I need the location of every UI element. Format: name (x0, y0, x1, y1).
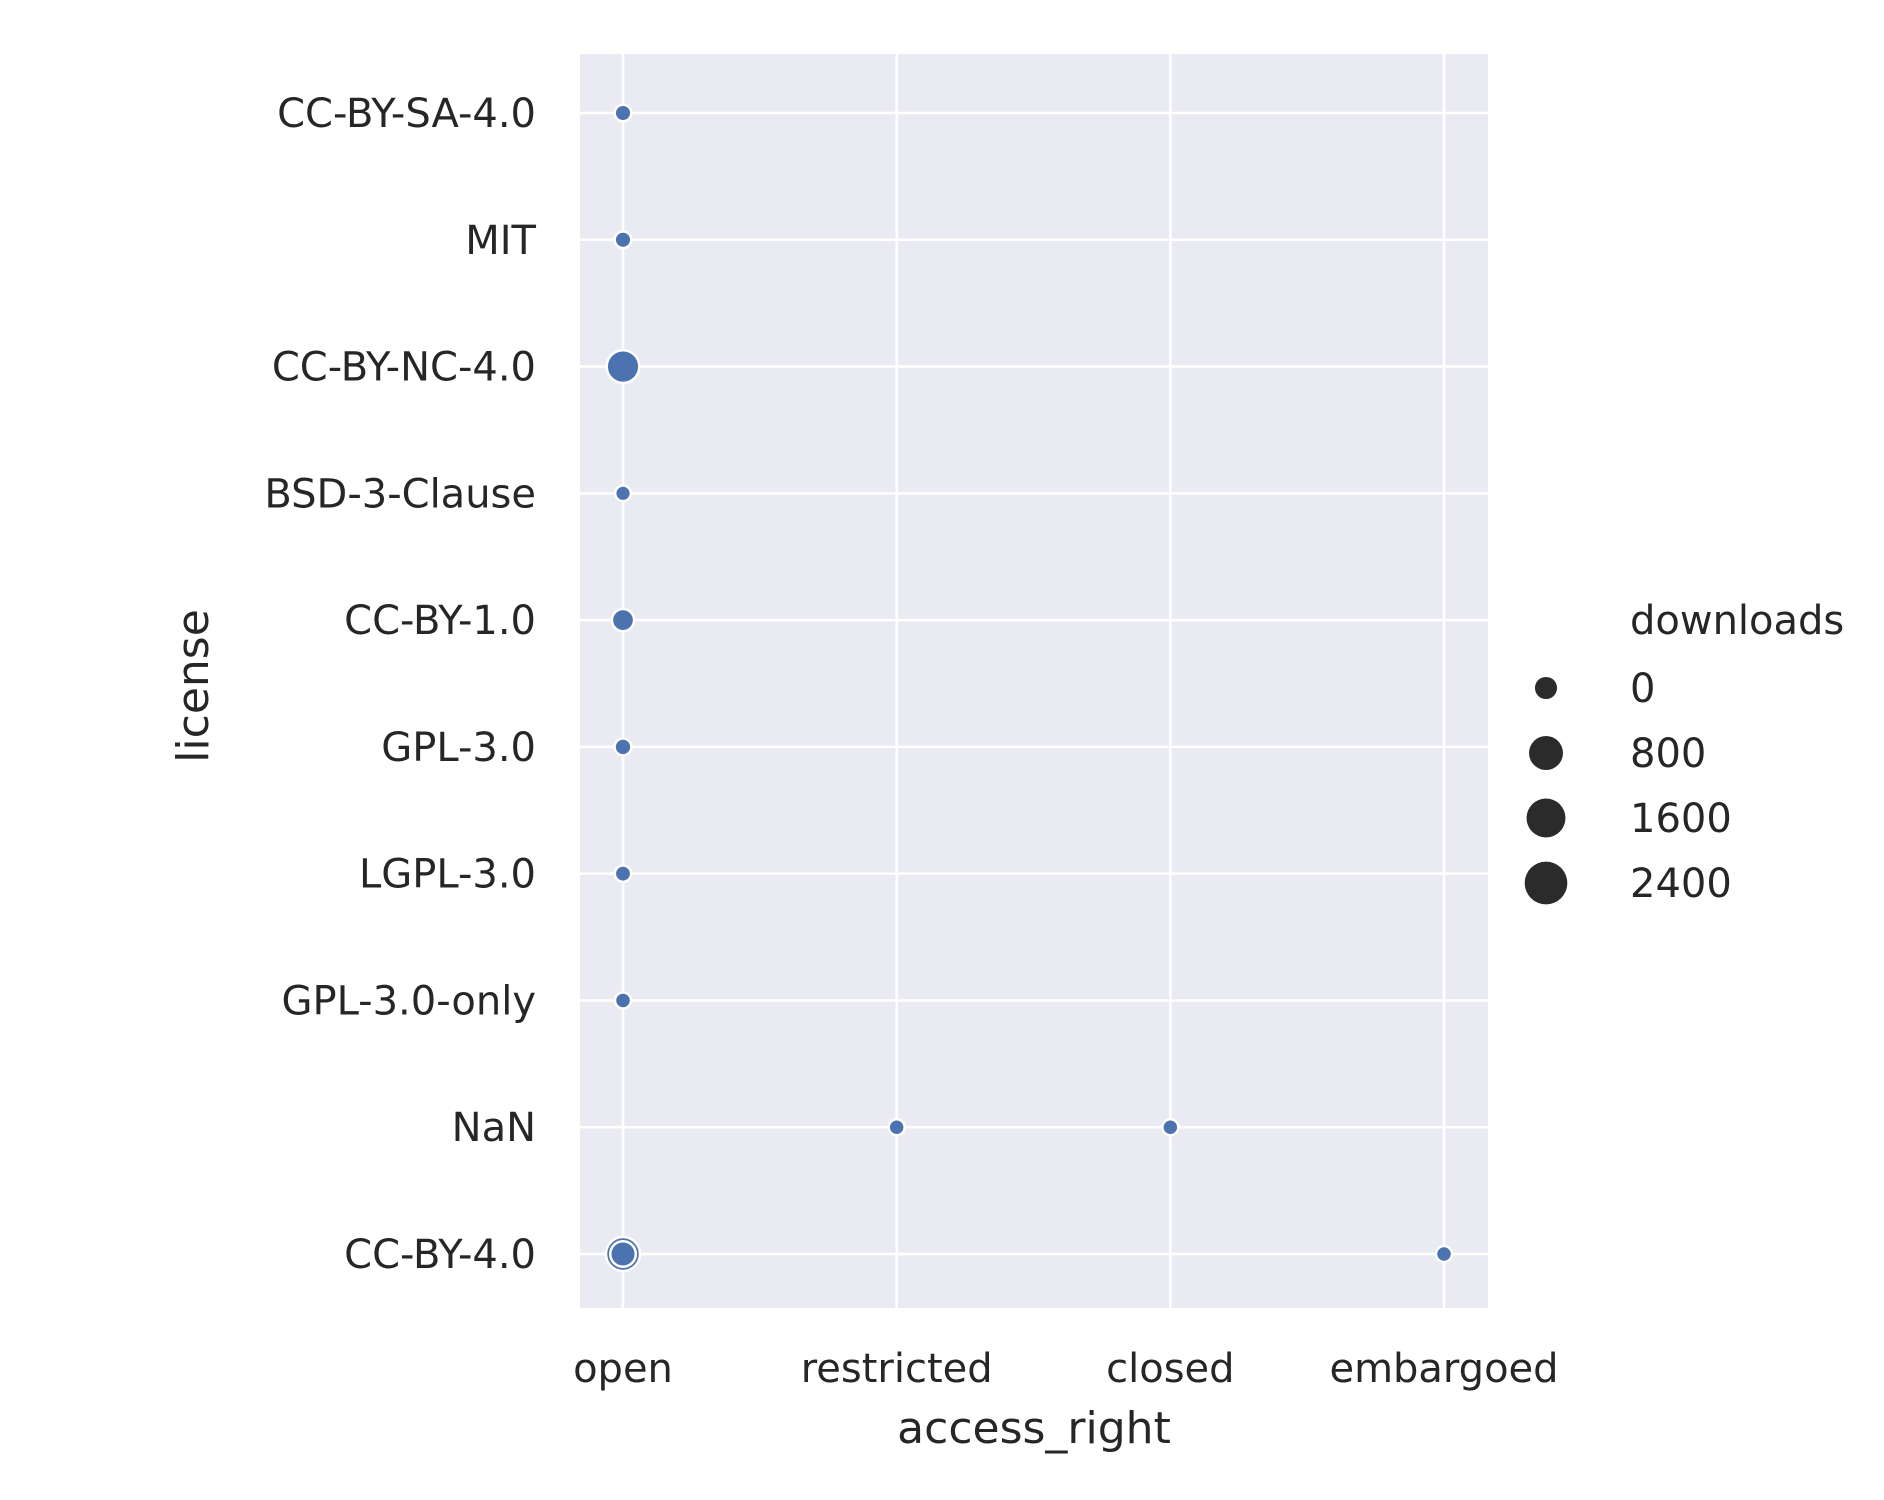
y-tick-label: LGPL-3.0 (359, 852, 536, 898)
x-tick-labels: open restricted closed embargoed (573, 1346, 1558, 1392)
y-tick-label: NaN (452, 1105, 536, 1151)
plot-background (580, 54, 1488, 1308)
size-legend: downloads 0 800 1600 2400 (1524, 598, 1844, 907)
legend-label: 1600 (1630, 796, 1732, 842)
data-point (610, 607, 636, 633)
y-tick-label: MIT (465, 218, 536, 264)
data-point (613, 230, 633, 250)
y-tick-labels: CC-BY-SA-4.0 MIT CC-BY-NC-4.0 BSD-3-Clause C… (264, 91, 536, 1278)
y-tick-label: CC-BY-SA-4.0 (277, 91, 536, 137)
y-tick-label: GPL-3.0 (381, 725, 536, 771)
data-point (613, 484, 633, 503)
legend-marker (1534, 676, 1558, 700)
data-point (887, 1117, 906, 1137)
data-point (1434, 1244, 1454, 1264)
x-tick-label: closed (1106, 1346, 1234, 1392)
legend-label: 2400 (1630, 861, 1732, 907)
y-tick-label: CC-BY-4.0 (344, 1232, 536, 1278)
data-point (608, 1239, 638, 1269)
x-tick-label: restricted (801, 1346, 993, 1392)
grid-lines (580, 54, 1488, 1308)
y-tick-label: BSD-3-Clause (264, 471, 536, 517)
data-point (605, 349, 641, 385)
y-axis-label: license (168, 609, 219, 763)
data-points (604, 103, 1454, 1273)
y-tick-label: CC-BY-1.0 (344, 598, 536, 644)
data-point (613, 864, 633, 884)
legend-marker (1524, 861, 1568, 905)
legend-marker (1526, 798, 1566, 838)
y-tick-label: CC-BY-NC-4.0 (272, 345, 536, 391)
legend-label: 0 (1630, 666, 1655, 712)
x-axis-label: access_right (897, 1403, 1171, 1454)
data-point (613, 991, 633, 1010)
y-tick-label: GPL-3.0-only (281, 978, 536, 1024)
legend-label: 800 (1630, 731, 1706, 777)
legend-title: downloads (1630, 598, 1844, 644)
legend-marker (1529, 736, 1563, 770)
data-point (1161, 1117, 1180, 1137)
data-point (613, 737, 633, 757)
x-tick-label: embargoed (1329, 1346, 1558, 1392)
x-tick-label: open (573, 1346, 673, 1392)
data-point (613, 103, 633, 123)
